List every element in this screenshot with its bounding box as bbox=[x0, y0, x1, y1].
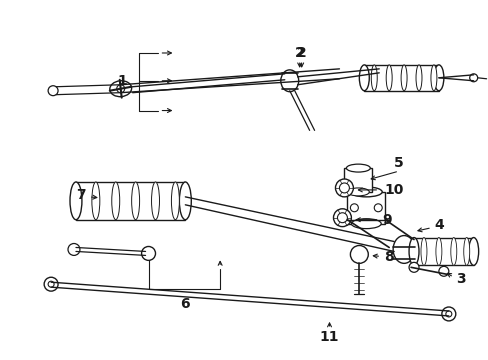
Ellipse shape bbox=[359, 65, 368, 91]
Ellipse shape bbox=[131, 182, 139, 220]
Ellipse shape bbox=[110, 81, 131, 97]
Ellipse shape bbox=[408, 238, 418, 265]
Ellipse shape bbox=[450, 238, 456, 265]
Circle shape bbox=[441, 307, 455, 321]
Ellipse shape bbox=[92, 182, 100, 220]
Bar bbox=[344, 168, 371, 192]
Bar bbox=[346, 192, 385, 224]
Ellipse shape bbox=[151, 182, 159, 220]
Ellipse shape bbox=[400, 65, 406, 91]
Ellipse shape bbox=[351, 219, 381, 229]
Bar bbox=[76, 182, 185, 220]
Ellipse shape bbox=[463, 238, 469, 265]
Circle shape bbox=[445, 311, 451, 317]
Circle shape bbox=[335, 179, 353, 197]
Ellipse shape bbox=[420, 238, 426, 265]
Text: 9: 9 bbox=[382, 213, 391, 227]
Circle shape bbox=[350, 246, 367, 264]
Ellipse shape bbox=[435, 238, 441, 265]
Circle shape bbox=[373, 204, 382, 212]
Circle shape bbox=[438, 266, 448, 276]
Circle shape bbox=[48, 86, 58, 96]
Ellipse shape bbox=[179, 182, 191, 220]
Text: 2: 2 bbox=[296, 46, 306, 60]
Text: 3: 3 bbox=[455, 272, 465, 286]
Ellipse shape bbox=[171, 182, 179, 220]
Ellipse shape bbox=[346, 188, 368, 196]
Text: 4: 4 bbox=[433, 218, 443, 231]
Ellipse shape bbox=[346, 164, 369, 172]
Circle shape bbox=[339, 183, 349, 193]
Text: 1: 1 bbox=[118, 74, 127, 88]
Circle shape bbox=[142, 247, 155, 260]
Circle shape bbox=[44, 277, 58, 291]
Circle shape bbox=[469, 74, 477, 82]
Ellipse shape bbox=[280, 70, 298, 92]
Text: 8: 8 bbox=[384, 251, 393, 264]
Ellipse shape bbox=[370, 65, 376, 91]
Circle shape bbox=[117, 85, 124, 93]
Ellipse shape bbox=[386, 65, 391, 91]
Circle shape bbox=[48, 281, 54, 287]
Circle shape bbox=[337, 213, 346, 223]
Bar bbox=[364, 65, 438, 91]
Ellipse shape bbox=[112, 182, 120, 220]
Text: 5: 5 bbox=[393, 156, 403, 170]
Circle shape bbox=[408, 262, 418, 272]
Text: 2: 2 bbox=[294, 46, 304, 60]
Text: 6: 6 bbox=[180, 297, 190, 311]
Text: 10: 10 bbox=[384, 183, 403, 197]
Ellipse shape bbox=[392, 235, 414, 264]
Ellipse shape bbox=[468, 238, 478, 265]
Ellipse shape bbox=[350, 187, 382, 197]
Circle shape bbox=[68, 243, 80, 255]
Text: 11: 11 bbox=[319, 330, 339, 344]
Ellipse shape bbox=[433, 65, 443, 91]
Ellipse shape bbox=[430, 65, 436, 91]
Ellipse shape bbox=[70, 182, 82, 220]
Circle shape bbox=[333, 209, 351, 227]
Circle shape bbox=[350, 204, 358, 212]
Ellipse shape bbox=[415, 65, 421, 91]
Text: 7: 7 bbox=[76, 188, 85, 202]
Bar bbox=[413, 238, 473, 265]
